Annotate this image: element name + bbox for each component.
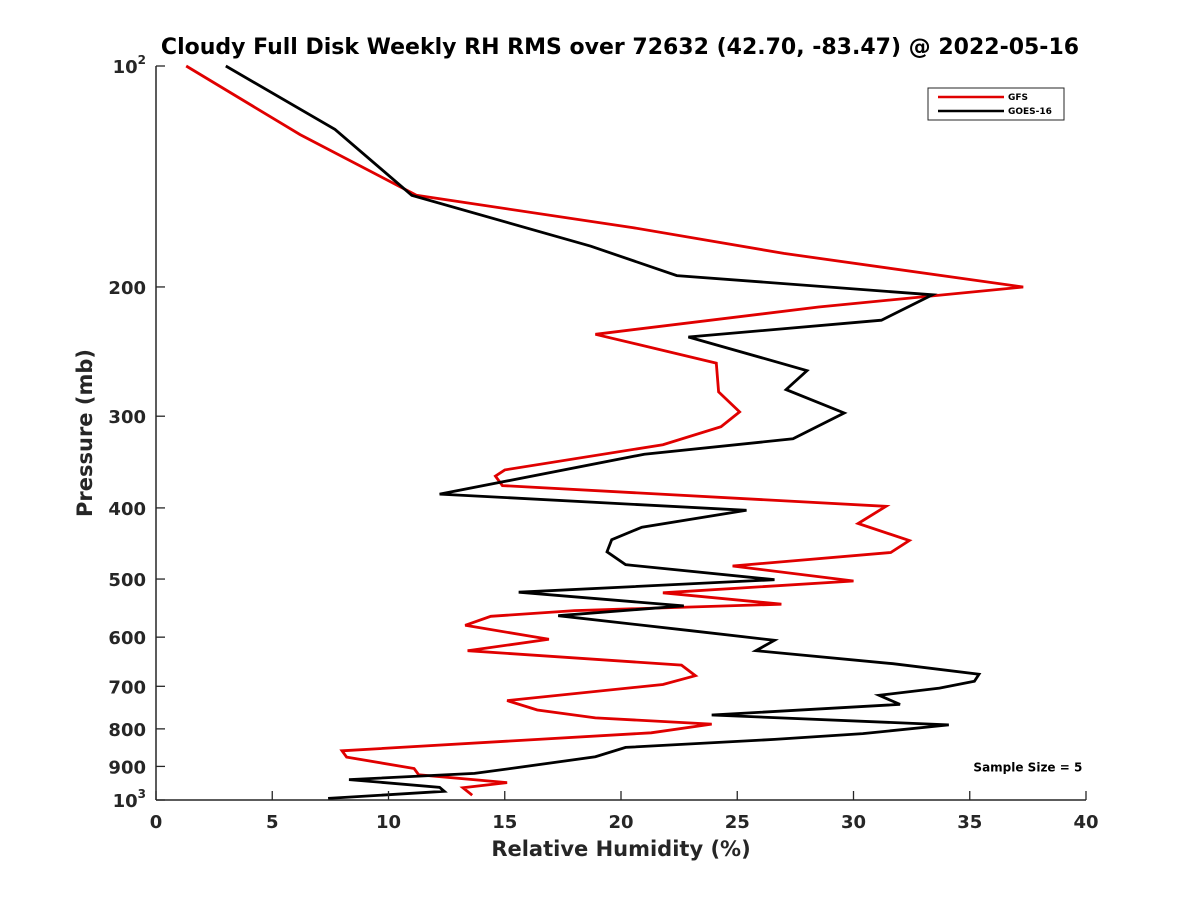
sample-size-annotation: Sample Size = 5	[973, 760, 1082, 774]
legend: GFS GOES-16	[927, 87, 1065, 121]
x-axis-label: Relative Humidity (%)	[491, 837, 750, 861]
x-tick-label: 35	[957, 812, 982, 833]
x-tick-label: 15	[492, 812, 517, 833]
y-tick-label: 200	[108, 278, 146, 299]
x-tick-label: 5	[266, 812, 279, 833]
x-tick-label: 0	[150, 812, 163, 833]
y-tick-label: 700	[108, 677, 146, 698]
x-axis-ticks: 0 5 10 15 20 25 30 35 40	[150, 791, 1099, 833]
series-line-goes16	[225, 64, 982, 800]
series-layer	[185, 64, 1024, 800]
x-tick-label: 10	[376, 812, 401, 833]
y-tick-label: 600	[108, 628, 146, 649]
legend-box	[927, 87, 1065, 121]
y-tick-label: 400	[108, 499, 146, 520]
y-tick-label: 300	[108, 407, 146, 428]
y-axis-ticks: 102 200 300 400 500 600 700 800 900 103	[108, 53, 165, 812]
series-line-gfs	[185, 64, 1024, 797]
y-tick-label: 900	[108, 757, 146, 778]
x-tick-label: 20	[608, 812, 633, 833]
x-tick-label: 40	[1073, 812, 1098, 833]
x-tick-label: 25	[725, 812, 750, 833]
chart-title: Cloudy Full Disk Weekly RH RMS over 7263…	[161, 35, 1079, 60]
legend-label-goes16: GOES-16	[1008, 107, 1052, 117]
y-tick-label: 103	[113, 787, 146, 812]
x-tick-label: 30	[841, 812, 866, 833]
y-tick-label: 102	[113, 53, 146, 78]
y-tick-label: 800	[108, 720, 146, 741]
y-axis-label: Pressure (mb)	[73, 349, 97, 517]
y-tick-label: 500	[108, 570, 146, 591]
legend-label-gfs: GFS	[1008, 93, 1028, 103]
